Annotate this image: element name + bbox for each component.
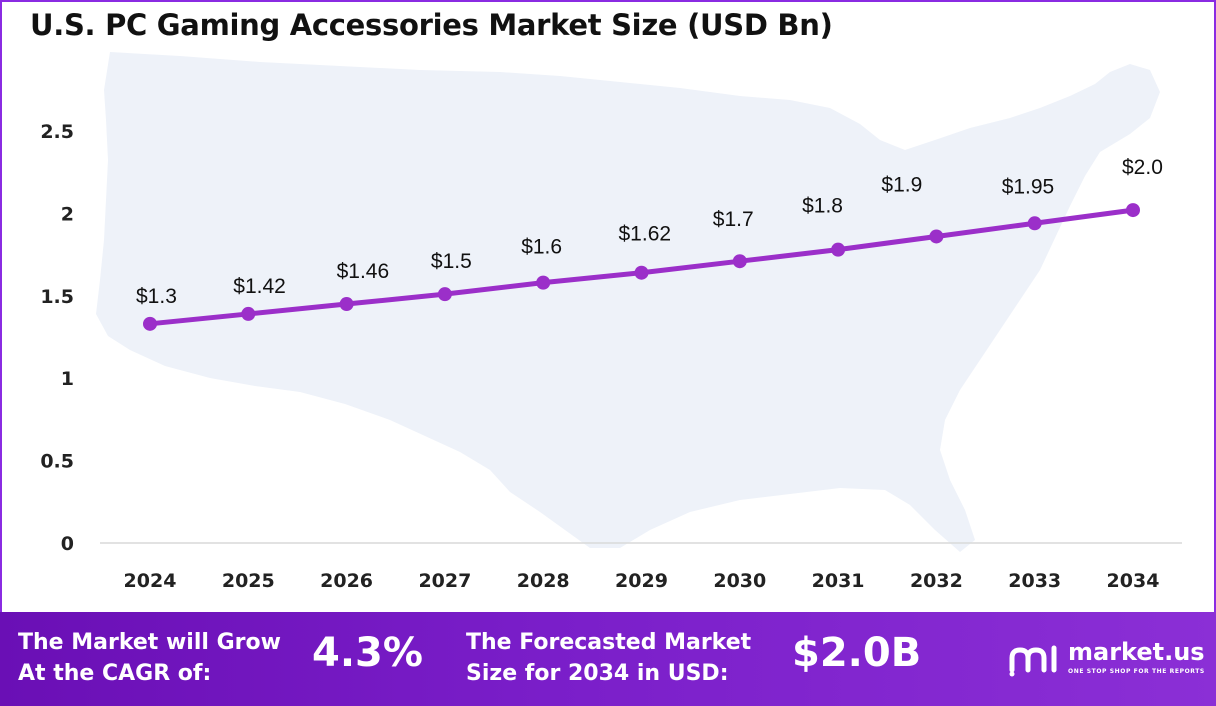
cagr-label-line-2: At the CAGR of: [18,661,212,686]
x-tick-label: 2027 [418,570,471,592]
data-point [1126,203,1140,218]
x-tick-label: 2025 [222,570,275,592]
x-tick-label: 2033 [1008,570,1061,592]
forecast-label-line-2: Size for 2034 in USD: [466,661,729,686]
y-tick-label: 0.5 [40,451,74,473]
brand-logo[interactable]: market.us ONE STOP SHOP FOR THE REPORTS [1004,634,1214,684]
chart-area: 0 0.5 1 1.5 2 2.5 2024 2025 2026 2027 2028 2029 203… [40,52,1182,592]
data-label: $1.9 [881,173,922,196]
data-label: $1.62 [619,223,672,246]
us-map-silhouette [96,52,1160,552]
forecast-label: The Forecasted Market Size for 2034 in U… [466,627,751,689]
x-tick-label: 2028 [517,570,570,592]
x-tick-label: 2026 [320,570,373,592]
data-label: $1.42 [233,275,286,298]
data-label: $1.95 [1002,175,1055,198]
x-tick-label: 2024 [124,570,177,592]
x-axis: 2024 2025 2026 2027 2028 2029 2030 2031 2032 2033… [124,570,1160,592]
y-tick-label: 2 [61,203,74,225]
x-tick-label: 2031 [812,570,865,592]
chart-title: U.S. PC Gaming Accessories Market Size (… [30,8,833,42]
x-tick-label: 2034 [1107,570,1160,592]
data-label: $1.6 [521,236,562,259]
data-point [241,306,256,321]
data-label: $1.7 [713,208,754,231]
x-tick-label: 2029 [615,570,668,592]
x-tick-label: 2030 [713,570,766,592]
y-tick-label: 1 [61,368,74,390]
data-label: $1.46 [337,260,390,283]
data-point [536,275,551,290]
series-line [143,203,1140,331]
brand-name: market.us [1068,638,1205,666]
data-labels: $1.3 $1.42 $1.46 $1.5 $1.6 $1.62 $1.7 $1.8 $1.9 $… [136,156,1163,308]
data-point [437,287,452,302]
y-tick-label: 1.5 [40,286,74,308]
data-point [339,297,354,312]
data-label: $1.3 [136,285,177,308]
data-label: $1.8 [802,195,843,218]
data-label: $2.0 [1122,156,1163,179]
cagr-value: 4.3% [312,630,423,676]
data-point [929,229,944,244]
data-point [732,254,747,269]
footer-banner: The Market will Grow At the CAGR of: 4.3… [0,612,1216,706]
brand-tagline: ONE STOP SHOP FOR THE REPORTS [1068,668,1205,675]
cagr-label: The Market will Grow At the CAGR of: [18,627,281,689]
market-us-logo-icon [1009,645,1057,677]
data-point [1027,216,1042,231]
forecast-value: $2.0B [792,630,922,676]
data-point [634,265,649,280]
y-tick-label: 0 [61,533,74,555]
x-tick-label: 2032 [910,570,963,592]
cagr-label-line-1: The Market will Grow [18,630,281,655]
data-label: $1.5 [431,250,472,273]
data-point [143,316,157,331]
data-point [831,242,846,257]
y-axis: 0 0.5 1 1.5 2 2.5 [40,121,74,555]
y-tick-label: 2.5 [40,121,74,143]
forecast-label-line-1: The Forecasted Market [466,630,752,655]
